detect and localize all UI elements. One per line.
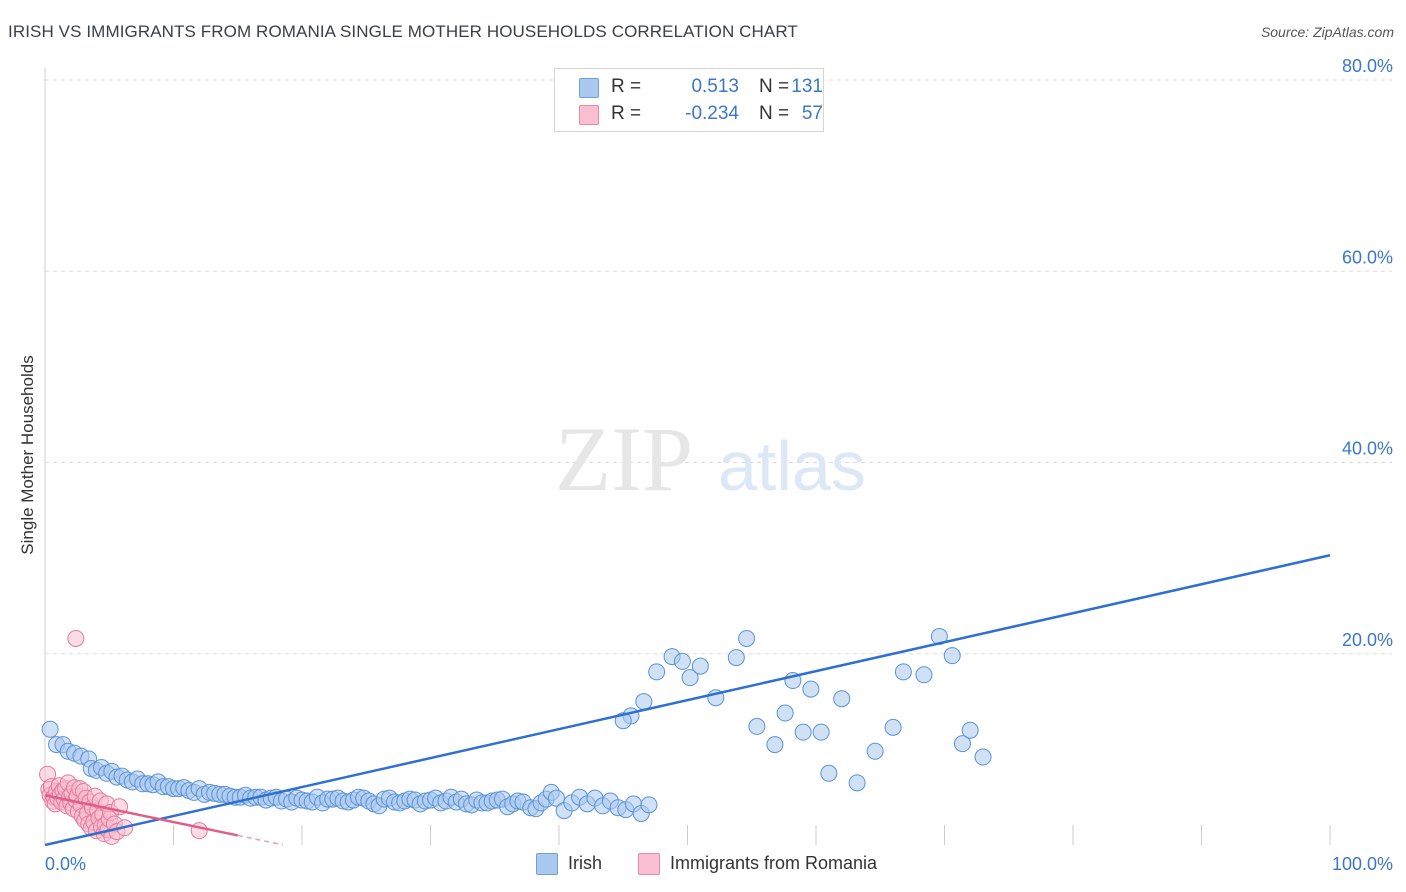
- legend-swatch-romania: [579, 105, 599, 125]
- data-point-irish: [833, 690, 851, 708]
- data-point-irish: [766, 736, 784, 754]
- source-credit: Source: ZipAtlas.com: [1260, 24, 1394, 40]
- legend-n-value: 57: [801, 103, 823, 124]
- y-tick-label: 20.0%: [1342, 630, 1393, 650]
- data-point-irish: [915, 666, 933, 684]
- legend-r-value: -0.234: [685, 103, 739, 124]
- legend-n-label: N =: [759, 76, 790, 97]
- series-legend: Irish Immigrants from Romania: [0, 852, 1406, 878]
- data-point-romania: [67, 629, 85, 647]
- data-point-irish: [681, 669, 699, 687]
- data-point-irish: [640, 796, 658, 814]
- data-point-irish: [848, 774, 866, 792]
- data-point-irish: [974, 748, 992, 766]
- data-point-irish: [776, 704, 794, 722]
- legend-n-value: 131: [791, 76, 823, 97]
- legend-r-label: R =: [611, 103, 642, 124]
- data-point-irish: [648, 663, 666, 681]
- data-point-irish: [794, 723, 812, 741]
- data-point-irish: [802, 680, 820, 698]
- gridlines: [45, 79, 1392, 655]
- watermark: ZIP atlas: [555, 408, 866, 510]
- legend-swatch-romania: [638, 853, 660, 875]
- legend-swatch-irish: [579, 78, 599, 98]
- watermark-zip: ZIP: [555, 408, 693, 510]
- legend-label-irish: Irish: [568, 853, 603, 873]
- watermark-atlas: atlas: [718, 427, 866, 505]
- data-point-irish: [738, 629, 756, 647]
- legend-swatch-irish: [536, 853, 558, 875]
- y-tick-label: 40.0%: [1342, 439, 1393, 459]
- data-point-irish: [961, 721, 979, 739]
- tick-labels: 20.0% 40.0% 60.0% 80.0% 0.0% 100.0%: [45, 56, 1393, 874]
- data-point-irish: [748, 717, 766, 735]
- trend-line-irish: [44, 554, 1331, 847]
- y-tick-label: 80.0%: [1342, 56, 1393, 76]
- x-tick-label: 100.0%: [1332, 854, 1393, 874]
- trend-lines: [44, 554, 1331, 847]
- data-point-irish: [547, 789, 565, 807]
- legend-n-label: N =: [759, 103, 790, 124]
- trend-line-romania-extension: [237, 834, 283, 846]
- y-tick-label: 60.0%: [1342, 247, 1393, 267]
- chart-title: IRISH VS IMMIGRANTS FROM ROMANIA SINGLE …: [8, 22, 798, 41]
- correlation-legend: R = 0.513 N = 131 R = -0.234 N = 57: [554, 68, 824, 132]
- data-point-irish: [894, 663, 912, 681]
- data-point-irish: [953, 735, 971, 753]
- data-point-irish: [812, 723, 830, 741]
- axes: [44, 68, 1331, 845]
- legend-r-label: R =: [611, 76, 642, 97]
- data-point-irish: [884, 718, 902, 736]
- legend-r-value: 0.513: [691, 76, 739, 97]
- series-irish-points: [41, 628, 992, 822]
- data-point-irish: [727, 649, 745, 667]
- data-point-irish: [41, 720, 59, 738]
- x-tick-label: 0.0%: [45, 854, 86, 874]
- data-point-irish: [673, 652, 691, 670]
- data-point-irish: [691, 657, 709, 675]
- data-point-irish: [943, 647, 961, 665]
- legend-label-romania: Immigrants from Romania: [670, 853, 878, 873]
- data-point-irish: [820, 764, 838, 782]
- data-point-irish: [635, 693, 653, 711]
- data-point-irish: [866, 742, 884, 760]
- series-romania-points: [39, 629, 208, 845]
- trend-line-romania: [44, 794, 239, 837]
